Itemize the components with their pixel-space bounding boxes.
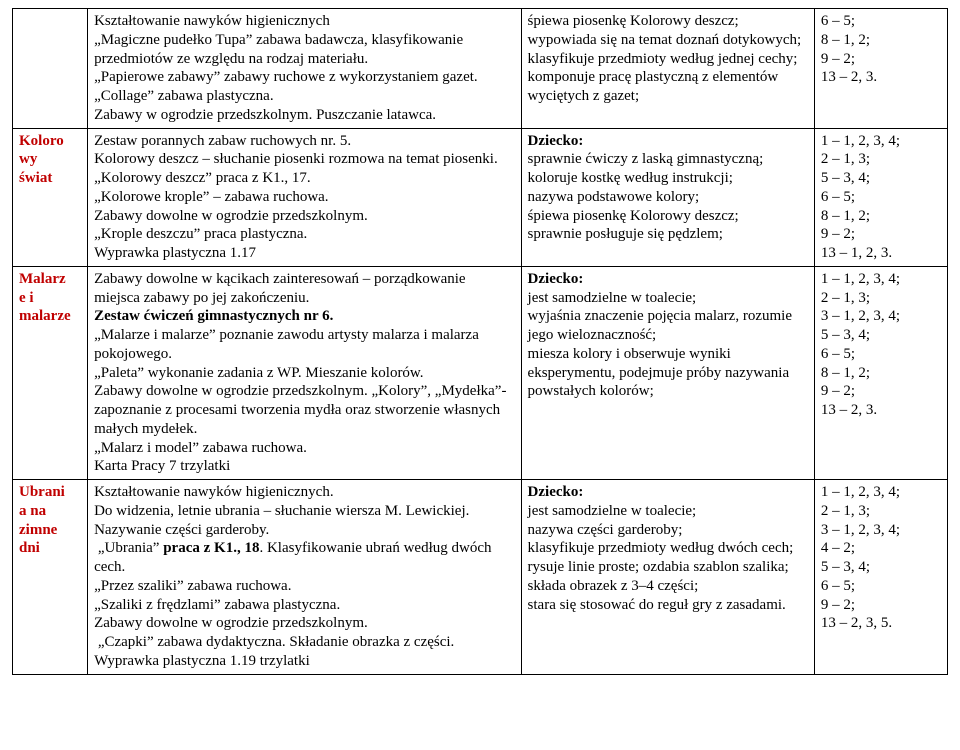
outcomes-cell: śpiewa piosenkę Kolorowy deszcz; wypowia… bbox=[521, 9, 814, 129]
outcomes-cell: Dziecko:jest samodzielne w toalecie;wyja… bbox=[521, 266, 814, 479]
curriculum-table: Kształtowanie nawyków higienicznych„Magi… bbox=[12, 8, 948, 675]
table-row: Kształtowanie nawyków higienicznych„Magi… bbox=[13, 9, 948, 129]
activities-cell: Zabawy dowolne w kącikach zainteresowań … bbox=[88, 266, 521, 479]
activities-cell: Kształtowanie nawyków higienicznych.Do w… bbox=[88, 480, 521, 675]
topic-cell: Ubrania nazimnedni bbox=[13, 480, 88, 675]
codes-cell: 6 – 5;8 – 1, 2;9 – 2;13 – 2, 3. bbox=[814, 9, 947, 129]
table-body: Kształtowanie nawyków higienicznych„Magi… bbox=[13, 9, 948, 675]
table-row: Malarze imalarzeZabawy dowolne w kącikac… bbox=[13, 266, 948, 479]
codes-cell: 1 – 1, 2, 3, 4;2 – 1, 3;3 – 1, 2, 3, 4;5… bbox=[814, 266, 947, 479]
activities-cell: Kształtowanie nawyków higienicznych„Magi… bbox=[88, 9, 521, 129]
outcomes-cell: Dziecko:jest samodzielne w toalecie;nazy… bbox=[521, 480, 814, 675]
topic-cell: Kolorowyświat bbox=[13, 128, 88, 266]
table-row: Ubrania nazimnedniKształtowanie nawyków … bbox=[13, 480, 948, 675]
codes-cell: 1 – 1, 2, 3, 4;2 – 1, 3;3 – 1, 2, 3, 4;4… bbox=[814, 480, 947, 675]
activities-cell: Zestaw porannych zabaw ruchowych nr. 5.K… bbox=[88, 128, 521, 266]
topic-cell bbox=[13, 9, 88, 129]
topic-cell: Malarze imalarze bbox=[13, 266, 88, 479]
codes-cell: 1 – 1, 2, 3, 4;2 – 1, 3;5 – 3, 4;6 – 5;8… bbox=[814, 128, 947, 266]
table-row: KolorowyświatZestaw porannych zabaw ruch… bbox=[13, 128, 948, 266]
outcomes-cell: Dziecko:sprawnie ćwiczy z laską gimnasty… bbox=[521, 128, 814, 266]
